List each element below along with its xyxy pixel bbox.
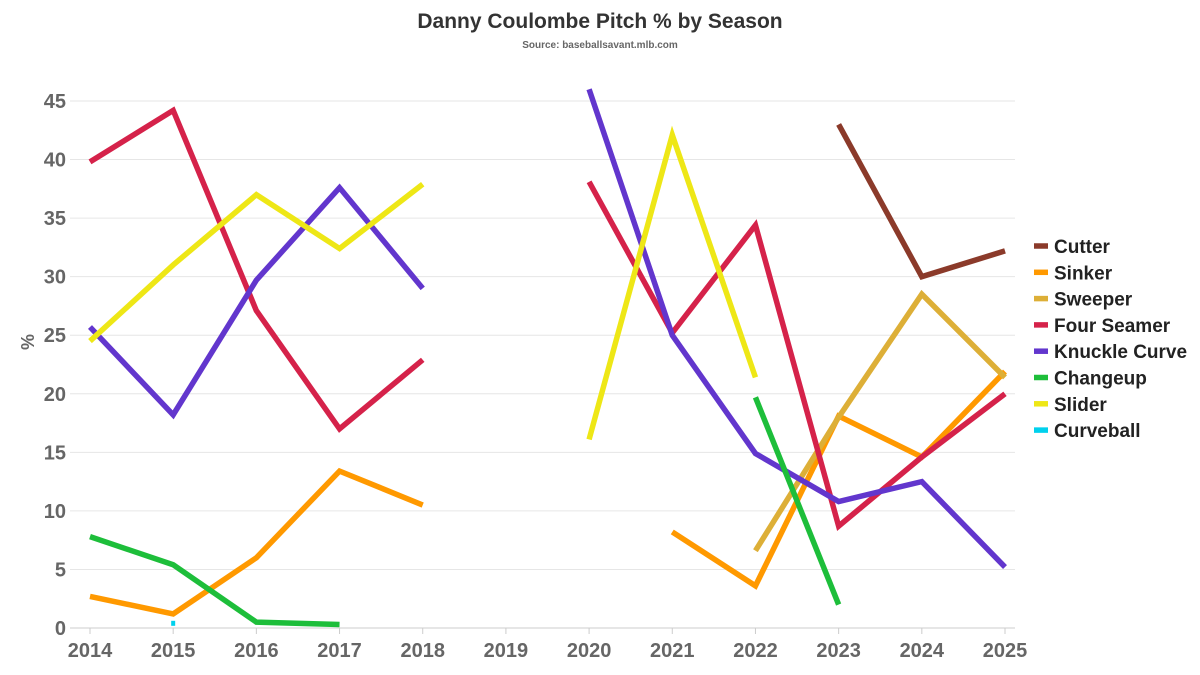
y-axis-label: % bbox=[18, 334, 38, 350]
legend-label: Sinker bbox=[1054, 263, 1113, 284]
y-tick-label: 10 bbox=[44, 501, 66, 523]
cutter-line bbox=[836, 123, 1006, 280]
y-tick-label: 0 bbox=[55, 618, 66, 640]
changeup-line bbox=[752, 396, 842, 606]
legend-label: Slider bbox=[1054, 395, 1107, 416]
x-tick-label: 2024 bbox=[900, 640, 945, 662]
y-tick-label: 35 bbox=[44, 208, 66, 230]
legend-item-slider[interactable]: Slider bbox=[1034, 395, 1107, 416]
y-tick-label: 20 bbox=[44, 384, 66, 406]
legend-item-knuckle-curve[interactable]: Knuckle Curve bbox=[1034, 342, 1187, 363]
y-tick-label: 45 bbox=[44, 91, 66, 113]
series-lines bbox=[88, 88, 1007, 628]
y-axis-ticks: 0 5 10 15 20 25 30 35 40 45 bbox=[44, 91, 66, 640]
legend-label: Four Seamer bbox=[1054, 316, 1171, 337]
slider-line bbox=[586, 125, 759, 441]
x-tick-label: 2025 bbox=[983, 640, 1028, 662]
knuckle-curve-line bbox=[586, 88, 1007, 570]
legend-item-four-seamer[interactable]: Four Seamer bbox=[1034, 316, 1171, 337]
x-tick-label: 2020 bbox=[567, 640, 612, 662]
legend-label: Cutter bbox=[1054, 237, 1111, 258]
knuckle-curve-line bbox=[88, 183, 425, 420]
series-knuckle-curve bbox=[88, 88, 1007, 570]
changeup-line bbox=[89, 534, 340, 628]
x-tick-label: 2017 bbox=[317, 640, 362, 662]
legend-item-sweeper[interactable]: Sweeper bbox=[1034, 290, 1133, 311]
y-tick-label: 25 bbox=[44, 325, 66, 347]
series-curveball bbox=[171, 620, 176, 626]
gridlines bbox=[70, 100, 1015, 629]
legend-item-curveball[interactable]: Curveball bbox=[1034, 421, 1141, 442]
series-four-seamer bbox=[88, 106, 1007, 531]
x-tick-label: 2022 bbox=[733, 640, 778, 662]
four-seamer-line bbox=[88, 106, 425, 433]
sweeper-line bbox=[753, 289, 1007, 553]
x-tick-label: 2019 bbox=[484, 640, 529, 662]
slider-line bbox=[88, 181, 425, 344]
legend-label: Knuckle Curve bbox=[1054, 342, 1187, 363]
legend: Cutter Sinker Sweeper Four Seamer Knuckle Cu… bbox=[1034, 237, 1187, 442]
y-tick-label: 30 bbox=[44, 267, 66, 289]
chart-subtitle: Source: baseballsavant.mlb.com bbox=[522, 40, 678, 51]
x-tick-label: 2014 bbox=[68, 640, 113, 662]
y-tick-label: 15 bbox=[44, 442, 66, 464]
sinker-line bbox=[89, 467, 424, 617]
x-tick-label: 2021 bbox=[650, 640, 695, 662]
legend-item-cutter[interactable]: Cutter bbox=[1034, 237, 1111, 258]
legend-item-changeup[interactable]: Changeup bbox=[1034, 369, 1147, 390]
legend-item-sinker[interactable]: Sinker bbox=[1034, 263, 1113, 284]
chart-title: Danny Coulombe Pitch % by Season bbox=[417, 10, 782, 33]
x-tick-label: 2015 bbox=[151, 640, 196, 662]
series-cutter bbox=[836, 123, 1006, 280]
four-seamer-line bbox=[586, 180, 1007, 531]
x-tick-label: 2018 bbox=[400, 640, 445, 662]
series-slider bbox=[88, 125, 759, 441]
series-sweeper bbox=[753, 289, 1007, 553]
legend-label: Sweeper bbox=[1054, 290, 1133, 311]
legend-label: Curveball bbox=[1054, 421, 1141, 442]
x-axis-ticks: 2014 2015 2016 2017 2018 2019 2020 2021 2022 2023… bbox=[68, 628, 1028, 662]
y-tick-label: 40 bbox=[44, 150, 66, 172]
series-changeup bbox=[89, 396, 842, 628]
legend-label: Changeup bbox=[1054, 369, 1147, 390]
x-tick-label: 2016 bbox=[234, 640, 279, 662]
y-tick-label: 5 bbox=[55, 559, 66, 581]
x-tick-label: 2023 bbox=[816, 640, 861, 662]
curveball-point bbox=[171, 620, 176, 626]
